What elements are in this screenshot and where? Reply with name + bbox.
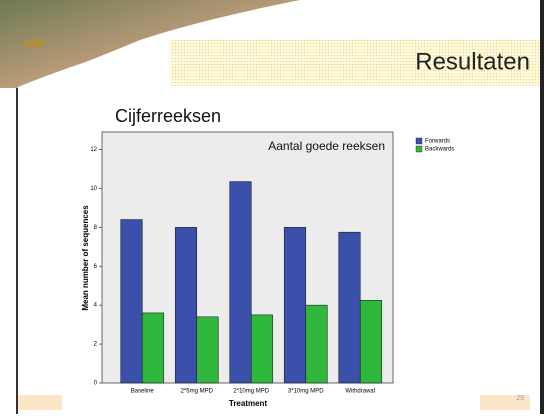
bar [121, 220, 143, 383]
page: {"slide": {"logo": "GGZ", "title": "Resu… [0, 0, 544, 419]
page-number: 29 [516, 395, 524, 402]
legend-label: Backwards [425, 147, 454, 153]
slide: GGZ Resultaten Cijferreeksen 29 Aantal g… [0, 0, 544, 414]
bar [251, 315, 273, 383]
left-rule [16, 88, 18, 414]
y-axis-label: Mean number of sequences [81, 205, 90, 311]
x-tick-label: Baseline [131, 389, 155, 395]
logo: GGZ [24, 38, 44, 48]
bar [284, 227, 306, 383]
bar [230, 182, 252, 383]
bar [306, 305, 328, 383]
annotation: Aantal goede reeksen [268, 139, 385, 153]
x-tick-label: 2*5mg MPD [181, 389, 214, 395]
slide-subtitle: Cijferreeksen [115, 106, 221, 126]
bar [175, 227, 197, 383]
bar [339, 232, 361, 383]
x-tick-label: 3*10mg MPD [288, 389, 324, 395]
legend-label: Forwards [425, 139, 450, 145]
x-axis-label: Treatment [229, 399, 268, 408]
bar [197, 317, 219, 383]
right-rule [540, 0, 544, 414]
x-tick-label: Withdrawal [345, 389, 375, 395]
slide-title: Resultaten [415, 48, 530, 75]
x-tick-label: 2*10mg MPD [233, 389, 269, 395]
bar [142, 313, 164, 383]
bar [360, 300, 382, 383]
y-tick-label: 10 [90, 186, 97, 192]
legend-swatch [416, 146, 422, 152]
legend-swatch [416, 138, 422, 144]
y-tick-label: 12 [90, 147, 97, 153]
